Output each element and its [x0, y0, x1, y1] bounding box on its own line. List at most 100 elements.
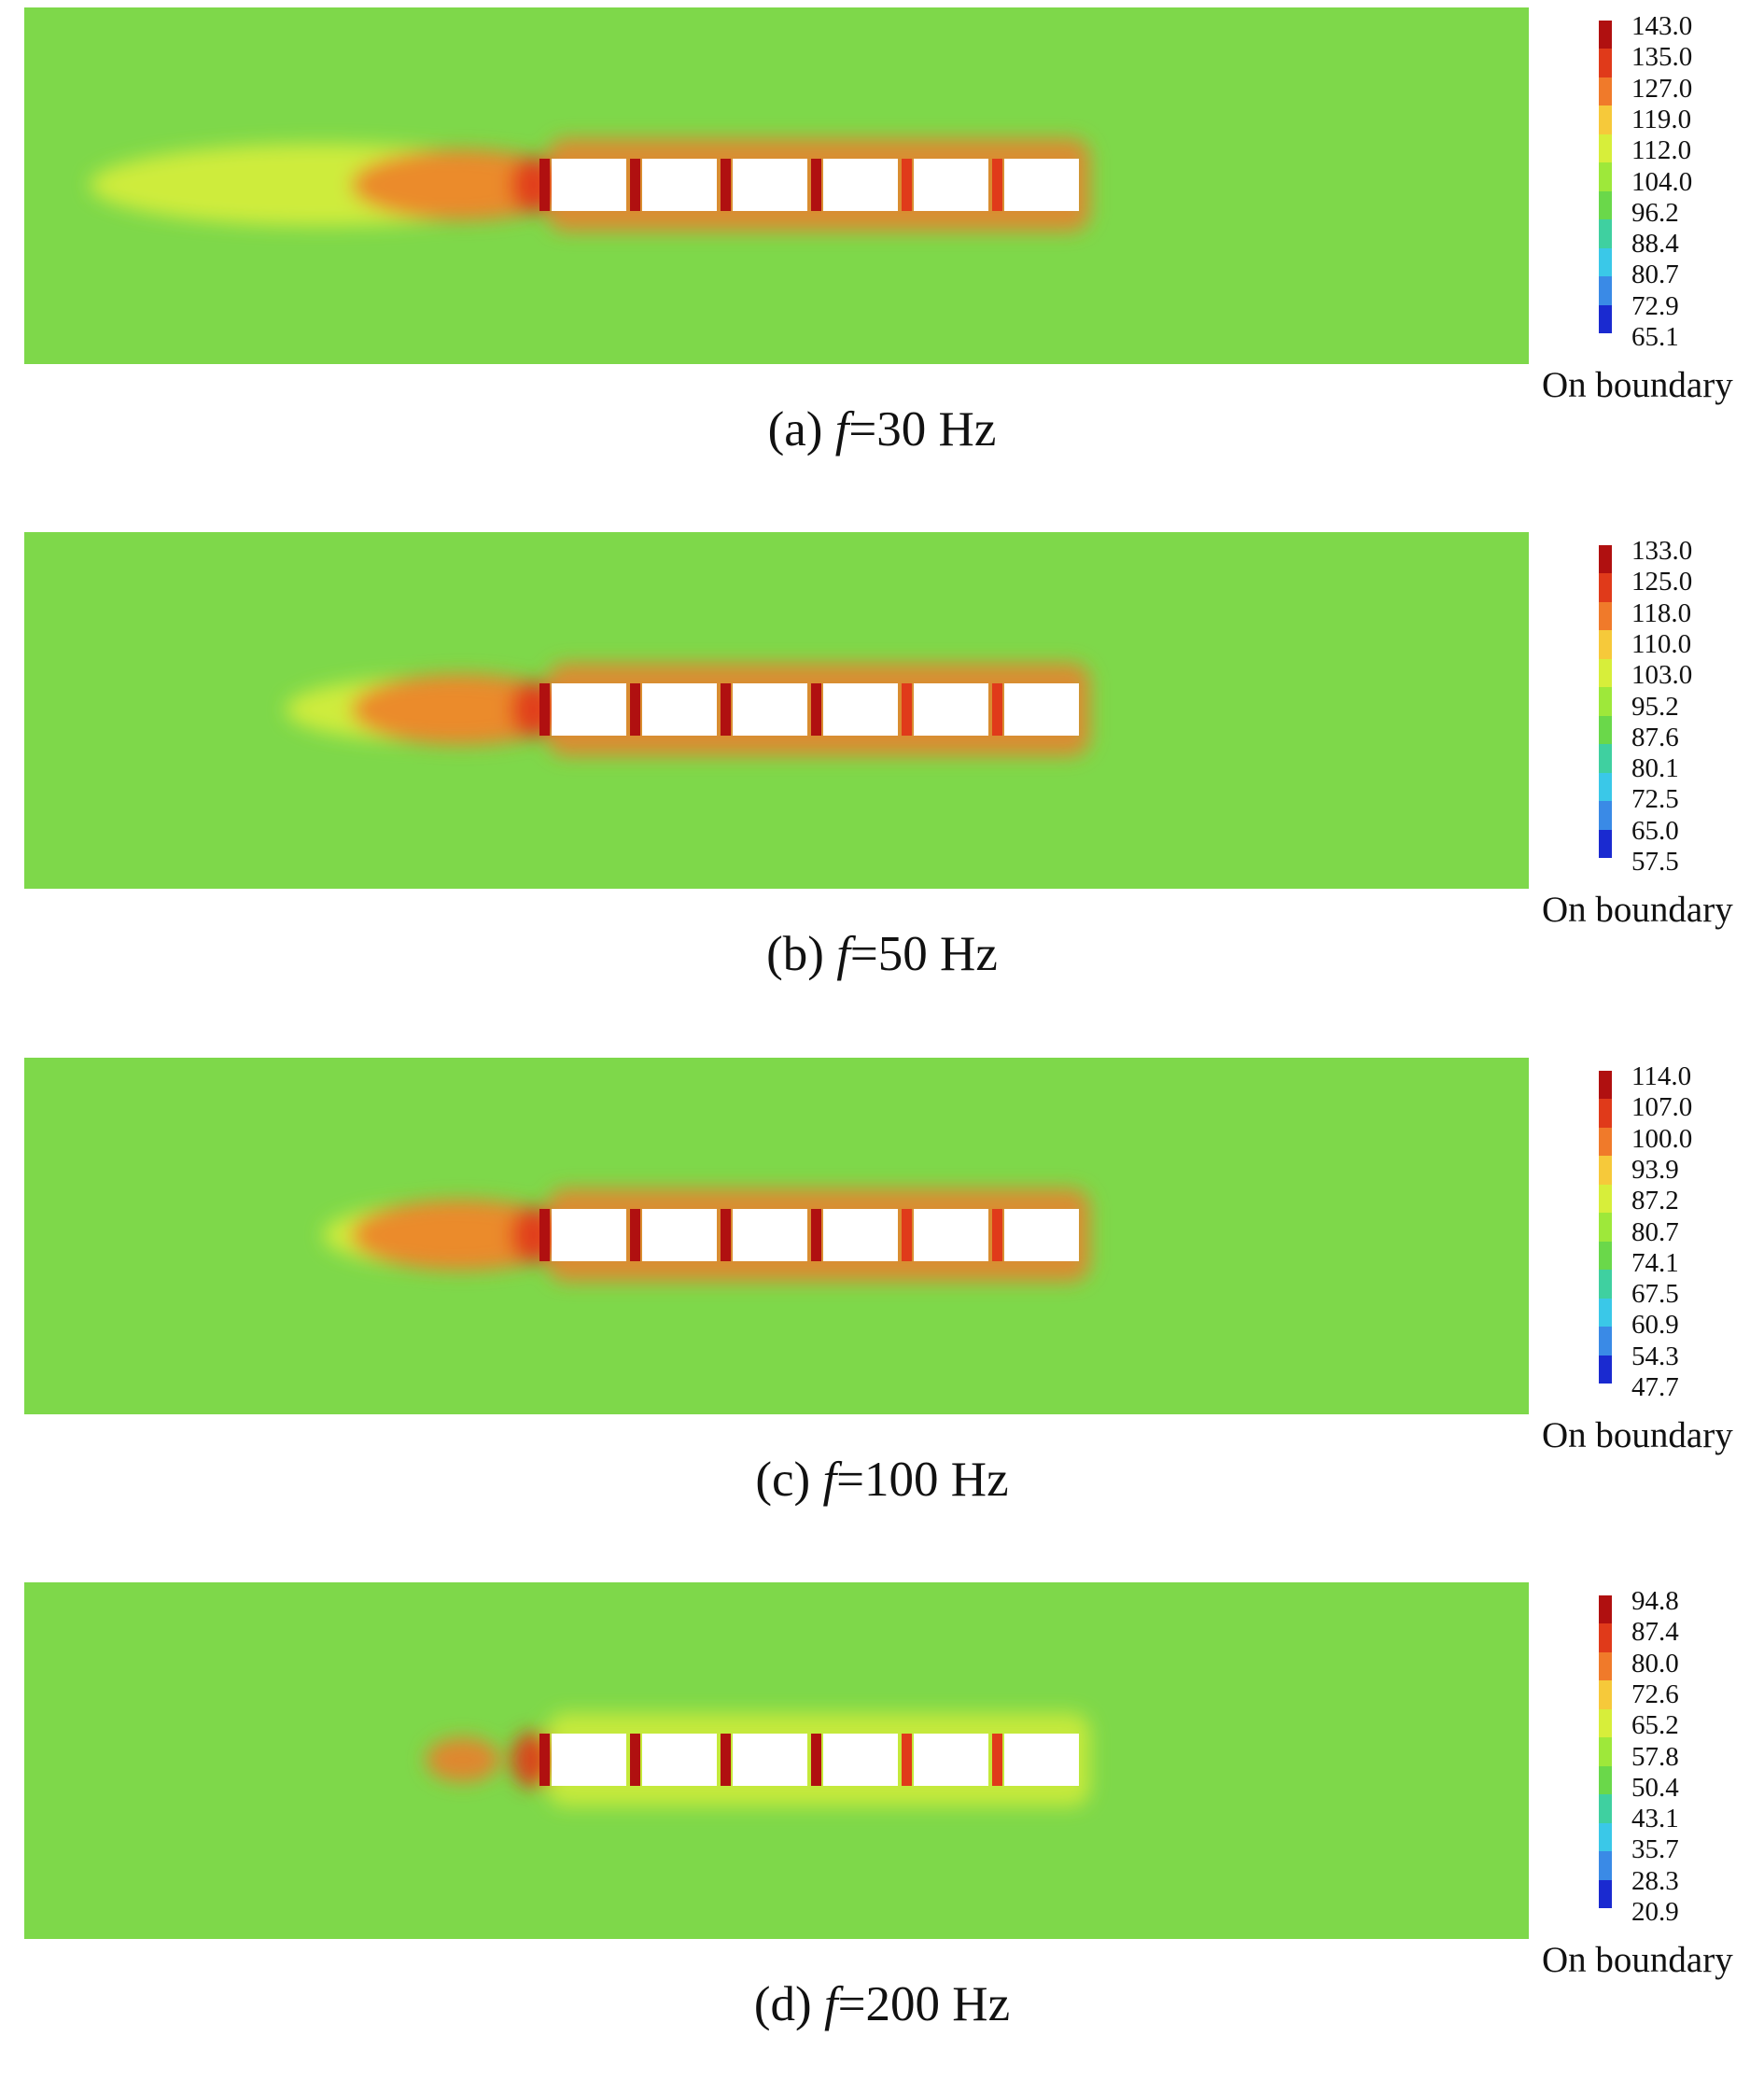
legend-tick-label: 87.2 [1631, 1186, 1679, 1216]
legend-tick-label: 28.3 [1631, 1865, 1679, 1896]
gap-hotspot [630, 1209, 640, 1261]
obstacle-block [733, 683, 807, 736]
gap-hotspot [539, 683, 550, 736]
legend-title: On boundary [1542, 1415, 1733, 1455]
caption-label: (a) [767, 402, 835, 457]
obstacle-block [642, 1734, 717, 1786]
legend-tick-label: 72.5 [1631, 784, 1679, 815]
legend-tick-label: 87.6 [1631, 722, 1679, 752]
legend-color-swatch [1599, 1213, 1612, 1243]
legend-tick-label: 50.4 [1631, 1772, 1679, 1803]
legend-color-swatch [1599, 801, 1612, 831]
legend-title: On boundary [1542, 1940, 1733, 1980]
legend-tick-label: 80.1 [1631, 753, 1679, 784]
panel-caption: (a) f=30 Hz [0, 401, 1764, 457]
gap-hotspot [721, 1209, 731, 1261]
legend-color-swatch [1599, 219, 1612, 249]
legend-tick-label: 104.0 [1631, 166, 1693, 197]
legend-colorbar [1599, 1071, 1612, 1384]
legend-color-swatch [1599, 630, 1612, 660]
legend-tick-label: 112.0 [1631, 135, 1692, 166]
contour-map [24, 532, 1529, 889]
obstacle-block [1004, 683, 1079, 736]
legend-tick-label: 93.9 [1631, 1154, 1679, 1185]
legend-tick-label: 133.0 [1631, 536, 1693, 566]
legend-color-swatch [1599, 1623, 1612, 1653]
legend-tick-label: 100.0 [1631, 1123, 1693, 1154]
legend-tick-label: 103.0 [1631, 660, 1693, 691]
legend-color-swatch [1599, 1680, 1612, 1710]
gap-hotspot [539, 1734, 550, 1786]
obstacle-block [642, 159, 717, 211]
legend-color-swatch [1599, 1595, 1612, 1624]
caption-value: =30 Hz [848, 402, 997, 457]
obstacle-block [552, 159, 626, 211]
caption-value: =200 Hz [837, 1977, 1011, 2031]
contour-panel: 133.0 125.0 118.0 110.0 103.0 95.2 87.6 80.1 72.… [0, 525, 1764, 1029]
legend-color-swatch [1599, 276, 1612, 306]
legend-tick-label: 80.0 [1631, 1648, 1679, 1679]
obstacle-block [642, 683, 717, 736]
obstacle-block [914, 683, 988, 736]
legend-tick-label: 135.0 [1631, 42, 1693, 73]
gap-hotspot [811, 1209, 821, 1261]
obstacle-block [1004, 1209, 1079, 1261]
obstacle-block [823, 159, 898, 211]
caption-variable: f [836, 927, 850, 981]
gap-hotspot [630, 683, 640, 736]
obstacle-block [914, 1209, 988, 1261]
legend-color-swatch [1599, 573, 1612, 603]
legend-color-swatch [1599, 1241, 1612, 1271]
legend-color-swatch [1599, 1737, 1612, 1767]
legend-color-swatch [1599, 1184, 1612, 1214]
gap-hotspot [721, 159, 731, 211]
caption-value: =100 Hz [836, 1453, 1009, 1507]
legend-title: On boundary [1542, 365, 1733, 405]
legend-color-swatch [1599, 1298, 1612, 1327]
caption-variable: f [822, 1453, 837, 1507]
legend-color-swatch [1599, 1327, 1612, 1356]
gap-hotspot [902, 1734, 912, 1786]
legend-tick-label: 43.1 [1631, 1804, 1679, 1834]
obstacle-block [914, 1734, 988, 1786]
legend-tick-label: 74.1 [1631, 1247, 1679, 1278]
contour-panel: 143.0 135.0 127.0 119.0 112.0 104.0 96.2 88.4 80… [0, 0, 1764, 504]
legend-color-swatch [1599, 658, 1612, 688]
legend-tick-label: 72.9 [1631, 290, 1679, 321]
obstacle-block [1004, 159, 1079, 211]
legend-tick-label: 65.2 [1631, 1710, 1679, 1741]
legend-color-swatch [1599, 21, 1612, 49]
legend-tick-label: 47.7 [1631, 1372, 1679, 1402]
legend-color-swatch [1599, 1879, 1612, 1909]
gap-hotspot [811, 159, 821, 211]
gap-hotspot [992, 683, 1002, 736]
gap-hotspot [630, 1734, 640, 1786]
legend-tick-label: 96.2 [1631, 197, 1679, 228]
gap-hotspot [630, 159, 640, 211]
gap-hotspot [992, 1734, 1002, 1786]
legend-tick-label: 118.0 [1631, 597, 1692, 628]
gap-hotspot [902, 1209, 912, 1261]
legend-color-swatch [1599, 1127, 1612, 1157]
obstacle-block [733, 1734, 807, 1786]
legend-tick-label: 35.7 [1631, 1834, 1679, 1865]
legend-tick-label: 80.7 [1631, 1216, 1679, 1247]
obstacle-block [733, 159, 807, 211]
panel-caption: (c) f=100 Hz [0, 1452, 1764, 1508]
legend-tick-label: 57.5 [1631, 847, 1679, 877]
contour-panel: 114.0 107.0 100.0 93.9 87.2 80.7 74.1 67.5 60.9 5… [0, 1050, 1764, 1554]
legend-tick-label: 110.0 [1631, 628, 1692, 659]
obstacle-block [823, 1734, 898, 1786]
legend-color-swatch [1599, 601, 1612, 631]
caption-label: (c) [755, 1453, 823, 1507]
legend-tick-label: 65.1 [1631, 322, 1679, 352]
legend-tick-label: 80.7 [1631, 260, 1679, 290]
legend-color-swatch [1599, 744, 1612, 774]
legend-color-swatch [1599, 105, 1612, 135]
gap-hotspot [992, 1209, 1002, 1261]
obstacle-block [823, 1209, 898, 1261]
legend-color-swatch [1599, 1156, 1612, 1186]
contour-map [24, 1582, 1529, 1939]
contour-panel: 94.8 87.4 80.0 72.6 65.2 57.8 50.4 43.1 35.7 28.3… [0, 1575, 1764, 2079]
legend-color-swatch [1599, 1071, 1612, 1100]
